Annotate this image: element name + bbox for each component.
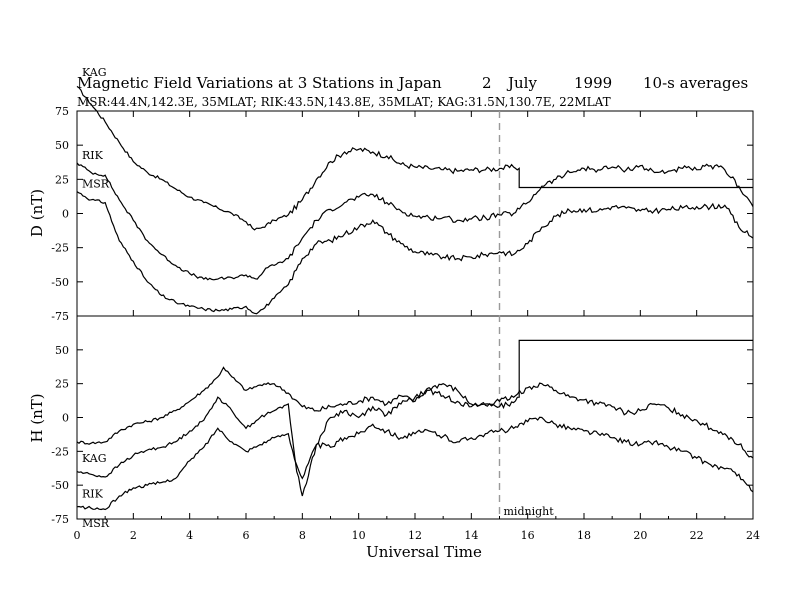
chart-title: Magnetic Field Variations at 3 Stations …	[77, 74, 442, 92]
series-line-1-kag	[76, 339, 753, 445]
x-tick-label: 10	[352, 529, 366, 542]
series-line-0-kag	[76, 85, 753, 231]
x-tick-label: 4	[186, 529, 193, 542]
y-tick-label: -75	[51, 513, 69, 526]
y-tick-label: -25	[51, 445, 69, 458]
x-tick-label: 22	[690, 529, 704, 542]
station-label-msr: MSR	[82, 517, 110, 530]
y-tick-label: 50	[55, 139, 69, 152]
x-tick-label: 16	[521, 529, 535, 542]
y-tick-label: 75	[55, 105, 69, 118]
y-tick-label: -50	[51, 276, 69, 289]
h-panel-frame	[76, 315, 754, 520]
midnight-label: midnight	[504, 505, 555, 518]
series-line-0-msr	[76, 191, 754, 315]
series-lines	[76, 85, 754, 511]
series-line-1-msr	[76, 416, 754, 511]
y-tick-label: 0	[62, 412, 69, 425]
station-label-msr: MSR	[82, 178, 110, 191]
y-tick-label: 25	[55, 173, 69, 186]
y-tick-label: -25	[51, 242, 69, 255]
date-year: 1999	[574, 74, 612, 92]
d-axis-label: D (nT)	[28, 189, 46, 237]
h-axis-label: H (nT)	[28, 393, 46, 442]
d-panel-frame	[76, 110, 754, 317]
x-tick-label: 6	[243, 529, 250, 542]
y-tick-label: 50	[55, 344, 69, 357]
x-tick-label: 2	[130, 529, 137, 542]
station-label-kag: KAG	[82, 66, 107, 79]
station-label-kag: KAG	[82, 452, 107, 465]
station-coordinates: MSR:44.4N,142.3E, 35MLAT; RIK:43.5N,143.…	[77, 95, 611, 109]
x-tick-label: 8	[299, 529, 306, 542]
x-tick-label: 0	[74, 529, 81, 542]
x-axis-label: Universal Time	[366, 543, 482, 561]
date-month: July	[506, 74, 537, 92]
axis-ticks: 0 2 4 6 8 10 12 14 16 18 20 22 247550250-25-50-75502…	[51, 105, 760, 542]
y-tick-label: 0	[62, 208, 69, 221]
station-label-rik: RIK	[82, 149, 104, 162]
x-tick-label: 12	[408, 529, 422, 542]
y-tick-label: -75	[51, 310, 69, 323]
averaging-label: 10-s averages	[643, 74, 748, 92]
y-tick-label: -50	[51, 479, 69, 492]
station-labels: KAG RIK MSR KAG RIK MSR	[82, 66, 110, 530]
x-tick-label: 24	[746, 529, 760, 542]
x-tick-label: 14	[464, 529, 478, 542]
x-tick-label: 18	[577, 529, 591, 542]
y-tick-label: 25	[55, 378, 69, 391]
station-label-rik: RIK	[82, 488, 104, 501]
date-day: 2	[482, 74, 492, 92]
x-tick-label: 20	[633, 529, 647, 542]
series-line-0-rik	[76, 162, 754, 281]
series-line-1-rik	[76, 382, 754, 497]
